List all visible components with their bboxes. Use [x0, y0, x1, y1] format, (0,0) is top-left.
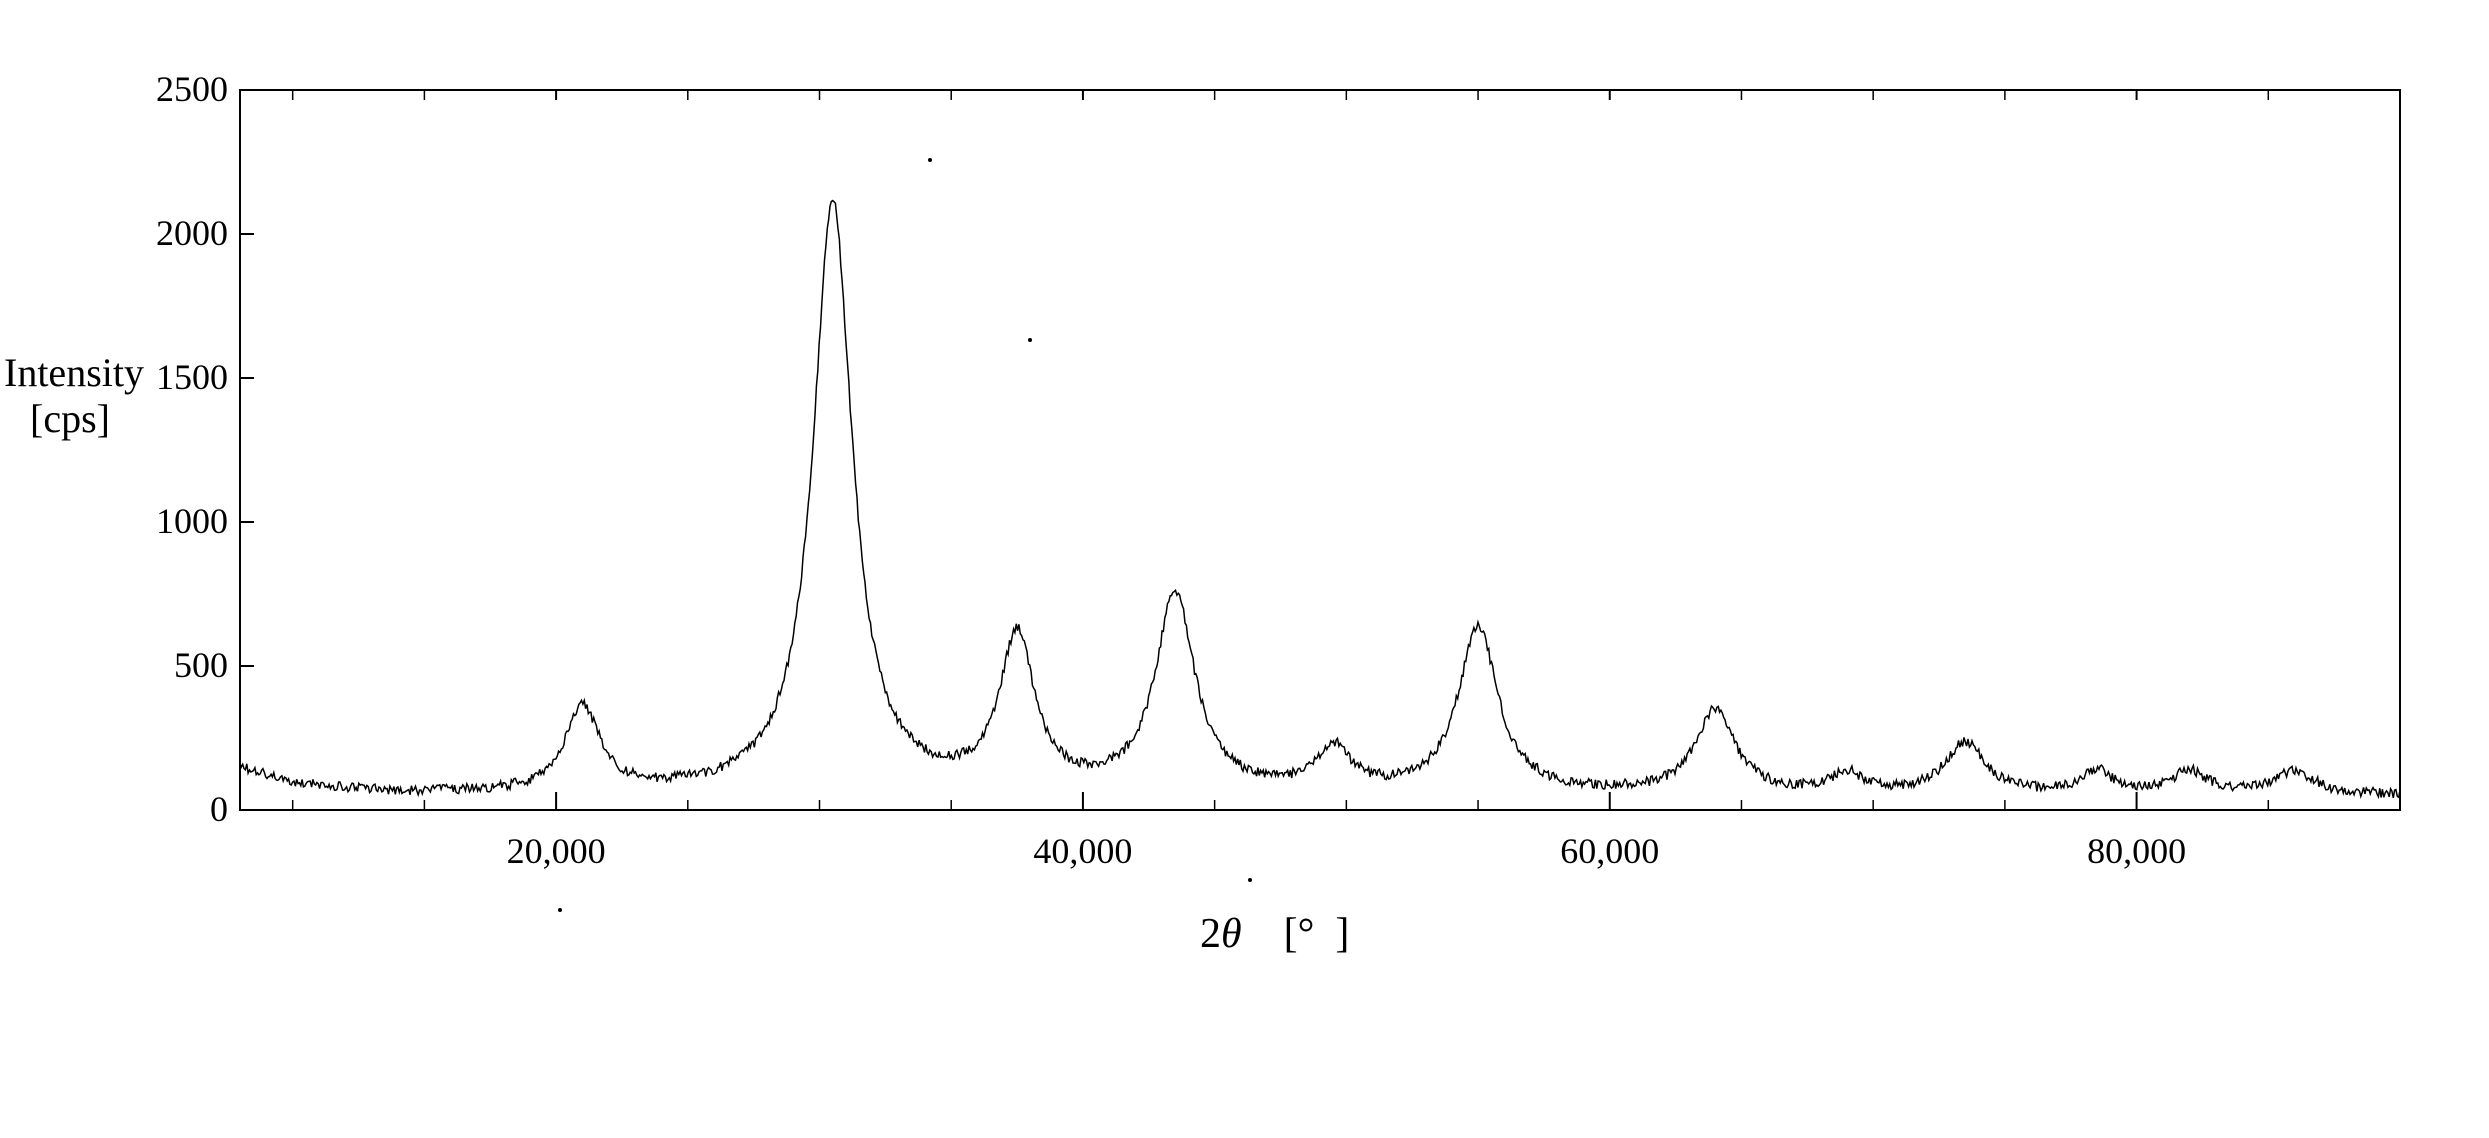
xrd-trace — [240, 201, 2400, 798]
x-tick-label: 40,000 — [1013, 830, 1153, 872]
y-axis-label-line2: [cps] — [30, 395, 110, 442]
chart-svg — [0, 0, 2489, 1138]
y-tick-label: 500 — [174, 644, 228, 686]
x-tick-label: 20,000 — [486, 830, 626, 872]
y-tick-label: 0 — [210, 788, 228, 830]
y-tick-label: 2500 — [156, 68, 228, 110]
y-tick-label: 2000 — [156, 212, 228, 254]
y-axis-label-line1: Intensity — [4, 349, 144, 396]
x-axis-label: 2θ [° ] — [1200, 910, 1349, 958]
y-tick-label: 1000 — [156, 500, 228, 542]
x-tick-label: 80,000 — [2067, 830, 2207, 872]
chart-container: Intensity [cps] 2θ [° ] 0 500 1000 1500 2000… — [0, 0, 2489, 1138]
x-tick-label: 60,000 — [1540, 830, 1680, 872]
y-tick-label: 1500 — [156, 356, 228, 398]
